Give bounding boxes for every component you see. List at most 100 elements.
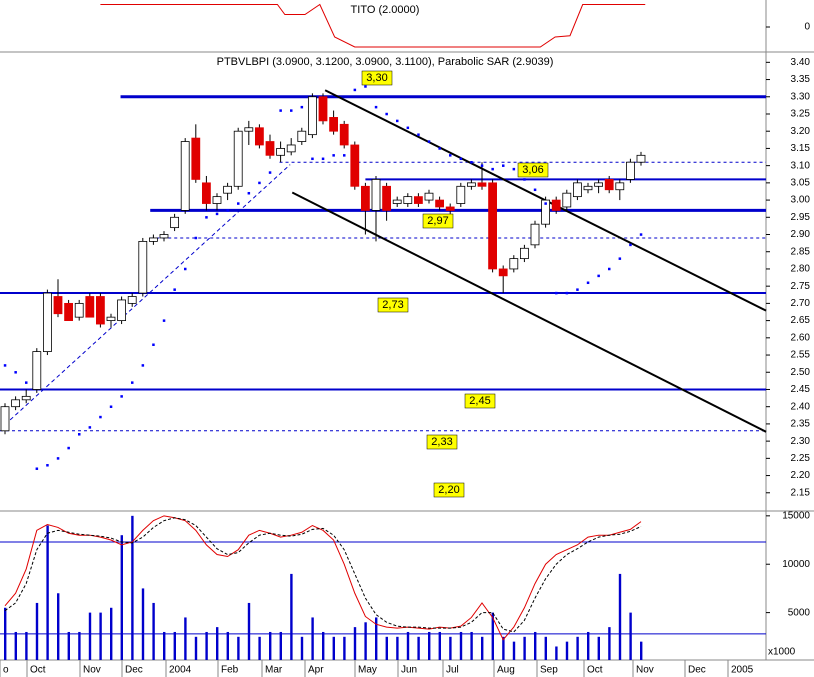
sar-dot bbox=[141, 364, 145, 367]
y-tick-label: 2.35 bbox=[791, 419, 811, 430]
volume-bar bbox=[35, 602, 39, 660]
level-label: 3,06 bbox=[522, 164, 543, 176]
y-tick-label: 3.10 bbox=[791, 160, 811, 171]
volume-bar bbox=[300, 636, 304, 660]
candle-body bbox=[106, 316, 116, 322]
sar-dot bbox=[332, 154, 335, 157]
candle-body bbox=[520, 247, 529, 260]
candle-body bbox=[212, 196, 222, 204]
volume-bar bbox=[226, 631, 229, 660]
y-tick-label: 0 bbox=[804, 22, 810, 33]
volume-bar bbox=[406, 631, 410, 660]
y-tick-label: 3.40 bbox=[791, 57, 811, 68]
volume-bar bbox=[110, 607, 113, 660]
sar-dot bbox=[555, 291, 558, 295]
volume-bar bbox=[141, 588, 145, 660]
volume-bar bbox=[46, 525, 49, 660]
volume-bar bbox=[99, 612, 102, 660]
sar-dot bbox=[491, 167, 494, 171]
volume-bar bbox=[88, 612, 92, 660]
volume-bar bbox=[279, 631, 282, 660]
candle-body bbox=[339, 123, 349, 146]
sar-dot bbox=[35, 467, 39, 470]
y-tick-label: 2.85 bbox=[791, 246, 811, 257]
volume-bar bbox=[576, 636, 579, 660]
level-label-box bbox=[422, 213, 454, 229]
candle-body bbox=[424, 192, 434, 201]
candle-body bbox=[53, 296, 63, 315]
sar-dot bbox=[629, 243, 632, 247]
volume-bar bbox=[120, 535, 123, 660]
candle-body bbox=[509, 258, 519, 270]
candle-body bbox=[244, 127, 254, 132]
sar-dot bbox=[597, 274, 600, 278]
volume-bar bbox=[523, 636, 526, 660]
sar-dot bbox=[131, 381, 134, 384]
y-tick-label: 3.15 bbox=[791, 143, 811, 154]
volume-bar bbox=[534, 631, 537, 660]
sar-dot bbox=[353, 88, 357, 92]
candle-body bbox=[148, 237, 158, 242]
sar-dot bbox=[56, 457, 60, 460]
candle-body bbox=[530, 223, 540, 246]
sar-dot bbox=[512, 167, 516, 171]
candle-body bbox=[276, 148, 286, 156]
candle-body bbox=[159, 234, 169, 239]
x-tick-label: 2005 bbox=[731, 665, 754, 676]
volume-bar bbox=[629, 612, 632, 660]
y-tick-label: 15000 bbox=[782, 510, 810, 521]
sar-dot bbox=[258, 181, 261, 185]
candle-body bbox=[43, 292, 52, 352]
volume-bar bbox=[587, 631, 590, 660]
sar-dot bbox=[417, 133, 420, 136]
y-tick-label: 3.30 bbox=[791, 91, 811, 102]
sar-dot bbox=[268, 171, 272, 174]
candle-body bbox=[265, 141, 275, 156]
candle-body bbox=[297, 130, 307, 142]
sar-dot bbox=[533, 188, 537, 192]
candle-body bbox=[413, 196, 423, 204]
candle-body bbox=[0, 406, 10, 432]
volume-bar bbox=[258, 636, 261, 660]
sar-dot bbox=[226, 209, 229, 212]
level-label: 2,33 bbox=[431, 436, 452, 448]
candle-body bbox=[615, 182, 625, 191]
level-label-box bbox=[426, 434, 458, 450]
sar-dot bbox=[343, 154, 346, 157]
x-tick-label: Oct bbox=[30, 665, 46, 676]
sar-dot bbox=[215, 212, 219, 216]
volume-bar bbox=[555, 646, 558, 660]
volume-bar bbox=[343, 636, 346, 660]
candle-body bbox=[233, 130, 243, 187]
y-tick-label: 2.50 bbox=[791, 367, 811, 378]
volume-bar bbox=[512, 641, 516, 660]
x-tick-label: Nov bbox=[636, 665, 654, 676]
volume-bar bbox=[597, 636, 600, 660]
candle-body bbox=[307, 96, 317, 136]
volume-bar bbox=[640, 641, 643, 660]
candle-body bbox=[21, 395, 31, 401]
volume-bar bbox=[618, 573, 622, 660]
volume-bar bbox=[269, 631, 272, 660]
sar-dot bbox=[480, 164, 484, 167]
sar-dot bbox=[396, 119, 399, 123]
volume-bar bbox=[481, 636, 484, 660]
candle-body bbox=[11, 399, 21, 408]
volume-bar bbox=[14, 631, 17, 660]
y-tick-label: 3.35 bbox=[791, 74, 811, 85]
sar-dot bbox=[608, 267, 611, 271]
candle-body bbox=[392, 199, 402, 204]
x-tick-label: Feb bbox=[221, 665, 239, 676]
volume-bar bbox=[565, 641, 569, 660]
candle-body bbox=[223, 185, 233, 194]
volume-bar bbox=[25, 631, 28, 660]
candle-body bbox=[286, 144, 296, 153]
volume-bar bbox=[608, 627, 611, 660]
x-tick-label: Dec bbox=[125, 665, 143, 676]
sar-dot bbox=[237, 202, 240, 205]
sar-dot bbox=[120, 395, 123, 398]
level-label: 3,30 bbox=[366, 72, 387, 84]
volume-bar bbox=[247, 602, 251, 660]
x-tick-label: Nov bbox=[83, 665, 101, 676]
